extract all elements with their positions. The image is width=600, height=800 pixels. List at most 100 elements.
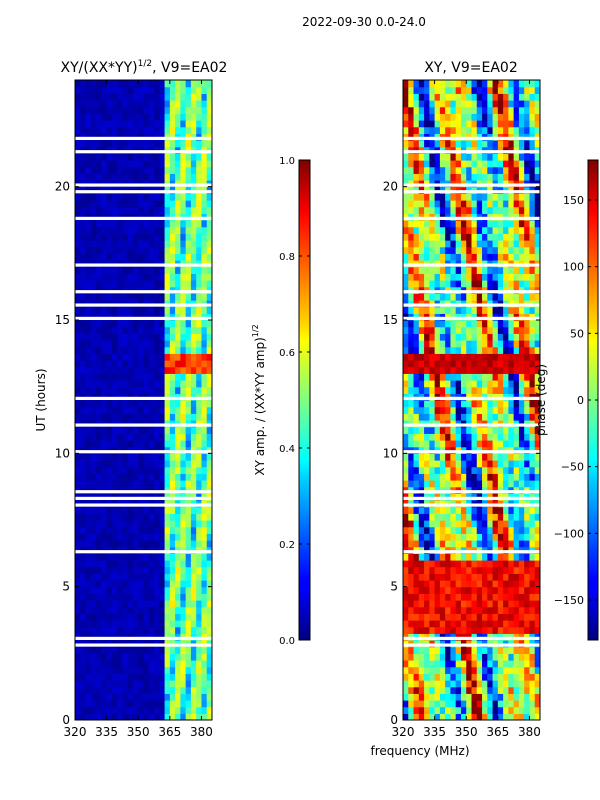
phase-heat-cell xyxy=(497,686,504,694)
amp-heat-cell xyxy=(148,386,155,394)
phase-heat-cell xyxy=(429,706,436,714)
phase-heat-cell xyxy=(403,593,409,601)
phase-heat-cell xyxy=(445,333,452,341)
phase-heat-cell xyxy=(513,513,520,521)
phase-heat-cell xyxy=(508,693,515,701)
phase-heat-cell xyxy=(424,373,430,381)
phase-heat-cell xyxy=(518,513,525,521)
phase-heat-cell xyxy=(439,353,446,361)
amp-heat-cell xyxy=(117,666,124,674)
phase-heat-cell xyxy=(471,506,478,514)
amp-heat-cell xyxy=(106,340,113,348)
phase-heat-cell xyxy=(476,680,483,688)
phase-heat-cell xyxy=(487,233,494,241)
amp-heat-cell xyxy=(169,373,176,381)
phase-heat-cell xyxy=(503,573,509,581)
amp-heat-cell xyxy=(132,166,139,174)
phase-heat-cell xyxy=(471,553,478,561)
amp-heat-cell xyxy=(164,240,171,248)
phase-heat-cell xyxy=(455,206,462,214)
phase-heat-cell xyxy=(466,106,473,114)
phase-heat-cell xyxy=(460,480,467,488)
phase-heat-cell xyxy=(482,200,488,208)
phase-heat-cell xyxy=(534,606,540,614)
amp-heat-cell xyxy=(90,520,97,528)
phase-heat-cell xyxy=(434,506,441,514)
phase-heat-cell xyxy=(413,273,420,281)
amp-heat-cell xyxy=(132,293,139,301)
amp-heat-cell xyxy=(154,460,160,468)
amp-heat-cell xyxy=(159,413,166,421)
amp-heat-cell xyxy=(190,680,197,688)
amp-heat-cell xyxy=(164,646,171,654)
amp-heat-cell xyxy=(117,93,124,101)
phase-heat-cell xyxy=(524,593,531,601)
amp-heat-cell xyxy=(190,293,197,301)
phase-heat-cell xyxy=(434,206,441,214)
phase-heat-cell xyxy=(450,193,457,201)
phase-heat-cell xyxy=(482,126,488,134)
phase-heat-cell xyxy=(429,253,436,261)
amp-heat-cell xyxy=(185,473,192,481)
amp-heat-cell xyxy=(85,620,92,628)
phase-heat-cell xyxy=(471,306,478,314)
amp-heat-cell xyxy=(132,200,139,208)
phase-heat-cell xyxy=(497,320,504,328)
phase-heat-cell xyxy=(471,680,478,688)
amp-heat-cell xyxy=(148,320,155,328)
phase-heat-cell xyxy=(513,400,520,408)
amp-heat-cell xyxy=(154,366,160,374)
phase-heat-cell xyxy=(503,626,509,634)
amp-heat-cell xyxy=(80,540,87,548)
phase-heat-cell xyxy=(445,193,452,201)
phase-heat-cell xyxy=(503,320,509,328)
amp-heat-cell xyxy=(201,593,208,601)
phase-heat-cell xyxy=(492,440,499,448)
amp-heat-cell xyxy=(164,566,171,574)
phase-heat-cell xyxy=(424,606,430,614)
phase-heat-cell xyxy=(471,200,478,208)
phase-heat-cell xyxy=(455,706,462,714)
amp-heat-cell xyxy=(148,413,155,421)
amp-heat-cell xyxy=(127,280,134,288)
phase-heat-cell xyxy=(455,200,462,208)
phase-heat-cell xyxy=(439,193,446,201)
amp-heat-cell xyxy=(201,666,208,674)
phase-heat-cell xyxy=(429,173,436,181)
phase-heat-cell xyxy=(408,380,415,388)
amp-heat-cell xyxy=(154,206,160,214)
phase-heat-cell xyxy=(418,560,425,568)
amp-heat-cell xyxy=(175,366,181,374)
phase-heat-cell xyxy=(434,406,441,414)
amp-heat-cell xyxy=(159,700,166,708)
amp-heat-cell xyxy=(122,586,129,594)
amp-heat-cell xyxy=(196,513,203,521)
amp-heat-cell xyxy=(148,153,155,161)
phase-heat-cell xyxy=(513,693,520,701)
amp-heat-cell xyxy=(101,600,108,608)
phase-heat-cell xyxy=(508,206,515,214)
phase-heat-cell xyxy=(497,386,504,394)
phase-heat-cell xyxy=(434,626,441,634)
phase-heat-cell xyxy=(424,480,430,488)
amp-heat-cell xyxy=(122,526,129,534)
amp-heat-cell xyxy=(180,526,187,534)
amp-heat-cell xyxy=(175,566,181,574)
amp-heat-cell xyxy=(148,713,155,720)
phase-heat-cell xyxy=(503,253,509,261)
amp-heat-cell xyxy=(85,593,92,601)
amp-heat-cell xyxy=(164,606,171,614)
phase-heat-cell xyxy=(424,400,430,408)
amp-heat-cell xyxy=(138,406,145,414)
amp-heat-cell xyxy=(175,426,181,434)
amp-heat-cell xyxy=(122,386,129,394)
phase-heat-cell xyxy=(534,200,540,208)
phase-heat-cell xyxy=(413,566,420,574)
phase-heat-cell xyxy=(466,140,473,148)
amp-heat-cell xyxy=(196,440,203,448)
phase-heat-cell xyxy=(424,113,430,121)
phase-heat-cell xyxy=(518,460,525,468)
phase-heat-cell xyxy=(466,100,473,108)
phase-heat-cell xyxy=(429,526,436,534)
phase-heat-cell xyxy=(424,226,430,234)
